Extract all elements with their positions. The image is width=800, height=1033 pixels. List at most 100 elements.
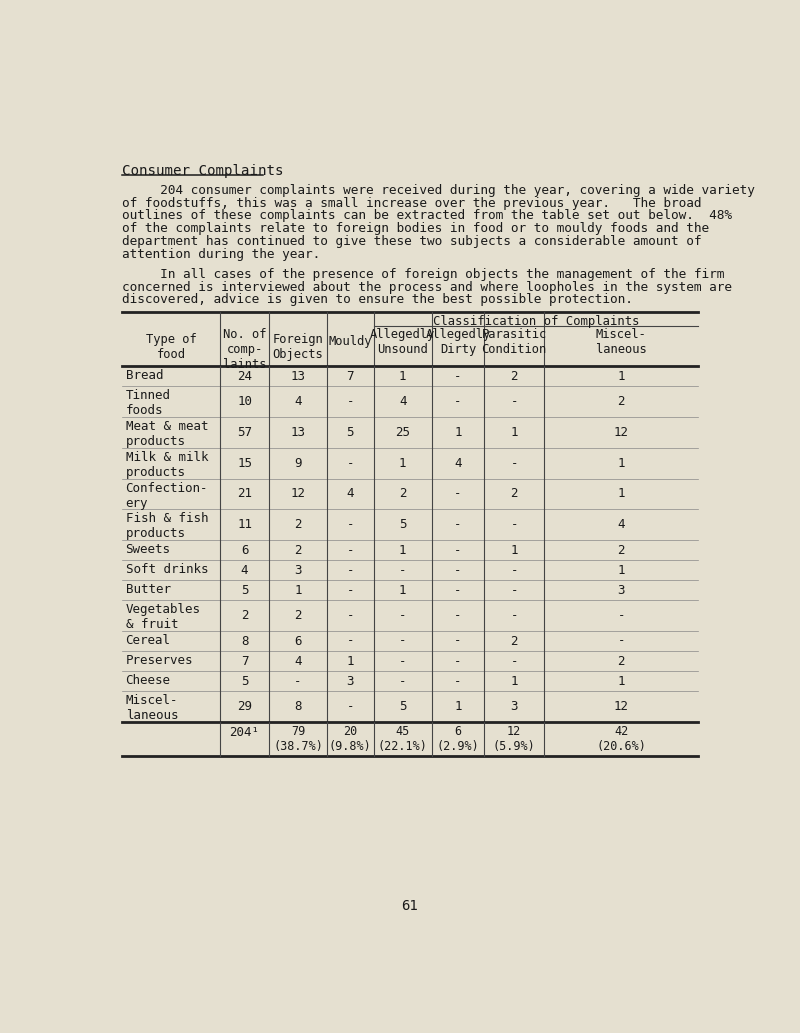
Text: 2: 2: [294, 519, 302, 531]
Text: -: -: [454, 370, 462, 382]
Text: 204 consumer complaints were received during the year, covering a wide variety: 204 consumer complaints were received du…: [122, 184, 754, 197]
Text: 15: 15: [237, 457, 252, 470]
Text: 6: 6: [294, 634, 302, 648]
Text: -: -: [346, 584, 354, 597]
Text: outlines of these complaints can be extracted from the table set out below.  48%: outlines of these complaints can be extr…: [122, 210, 732, 222]
Text: 2: 2: [510, 488, 518, 500]
Text: Allegedly
Unsound: Allegedly Unsound: [370, 328, 435, 356]
Text: -: -: [346, 564, 354, 576]
Text: 2: 2: [294, 609, 302, 622]
Text: Allegedly
Dirty: Allegedly Dirty: [426, 328, 490, 356]
Text: -: -: [346, 700, 354, 713]
Text: 1: 1: [510, 675, 518, 688]
Text: -: -: [510, 519, 518, 531]
Text: Type of
food: Type of food: [146, 333, 196, 361]
Text: -: -: [454, 584, 462, 597]
Text: -: -: [399, 609, 406, 622]
Text: Soft drinks: Soft drinks: [126, 563, 208, 576]
Text: 13: 13: [290, 426, 306, 439]
Text: 29: 29: [237, 700, 252, 713]
Text: 11: 11: [237, 519, 252, 531]
Text: 25: 25: [395, 426, 410, 439]
Text: 3: 3: [346, 675, 354, 688]
Text: 1: 1: [399, 543, 406, 557]
Text: 12: 12: [614, 700, 629, 713]
Text: 13: 13: [290, 370, 306, 382]
Text: attention during the year.: attention during the year.: [122, 248, 320, 260]
Text: 7: 7: [346, 370, 354, 382]
Text: 1: 1: [510, 543, 518, 557]
Text: 1: 1: [399, 457, 406, 470]
Text: 5: 5: [241, 675, 248, 688]
Text: 5: 5: [346, 426, 354, 439]
Text: -: -: [294, 675, 302, 688]
Text: 12: 12: [290, 488, 306, 500]
Text: 20
(9.8%): 20 (9.8%): [329, 725, 372, 753]
Text: -: -: [454, 519, 462, 531]
Text: 12
(5.9%): 12 (5.9%): [493, 725, 536, 753]
Text: Miscel-
laneous: Miscel- laneous: [596, 328, 646, 356]
Text: No. of
comp-
laints: No. of comp- laints: [222, 328, 266, 372]
Text: 9: 9: [294, 457, 302, 470]
Text: -: -: [399, 675, 406, 688]
Text: 1: 1: [510, 426, 518, 439]
Text: 5: 5: [399, 519, 406, 531]
Text: 4: 4: [241, 564, 248, 576]
Text: Vegetables
& fruit: Vegetables & fruit: [126, 603, 201, 631]
Text: 1: 1: [454, 700, 462, 713]
Text: 12: 12: [614, 426, 629, 439]
Text: 1: 1: [454, 426, 462, 439]
Text: -: -: [510, 395, 518, 408]
Text: 5: 5: [241, 584, 248, 597]
Text: 24: 24: [237, 370, 252, 382]
Text: -: -: [346, 543, 354, 557]
Text: -: -: [399, 564, 406, 576]
Text: Classification of Complaints: Classification of Complaints: [433, 314, 639, 327]
Text: 2: 2: [241, 609, 248, 622]
Text: 21: 21: [237, 488, 252, 500]
Text: concerned is interviewed about the process and where loopholes in the system are: concerned is interviewed about the proce…: [122, 281, 732, 293]
Text: 2: 2: [510, 370, 518, 382]
Text: 79
(38.7%): 79 (38.7%): [273, 725, 323, 753]
Text: 1: 1: [618, 488, 625, 500]
Text: -: -: [454, 395, 462, 408]
Text: 3: 3: [618, 584, 625, 597]
Text: 1: 1: [618, 675, 625, 688]
Text: Foreign
Objects: Foreign Objects: [273, 333, 323, 361]
Text: -: -: [454, 675, 462, 688]
Text: 8: 8: [241, 634, 248, 648]
Text: Mouldy: Mouldy: [329, 335, 372, 347]
Text: 10: 10: [237, 395, 252, 408]
Text: 5: 5: [399, 700, 406, 713]
Text: 2: 2: [618, 543, 625, 557]
Text: -: -: [346, 519, 354, 531]
Text: Preserves: Preserves: [126, 654, 193, 667]
Text: 3: 3: [510, 700, 518, 713]
Text: -: -: [510, 609, 518, 622]
Text: 4: 4: [454, 457, 462, 470]
Text: Milk & milk
products: Milk & milk products: [126, 450, 208, 479]
Text: 61: 61: [402, 899, 418, 912]
Text: Butter: Butter: [126, 584, 170, 596]
Text: -: -: [454, 488, 462, 500]
Text: 4: 4: [399, 395, 406, 408]
Text: 204¹: 204¹: [230, 726, 259, 740]
Text: Sweets: Sweets: [126, 543, 170, 556]
Text: Tinned
foods: Tinned foods: [126, 389, 170, 417]
Text: 57: 57: [237, 426, 252, 439]
Text: 6: 6: [241, 543, 248, 557]
Text: -: -: [399, 655, 406, 667]
Text: 2: 2: [618, 395, 625, 408]
Text: Miscel-
laneous: Miscel- laneous: [126, 694, 178, 722]
Text: 6
(2.9%): 6 (2.9%): [437, 725, 479, 753]
Text: 4: 4: [294, 655, 302, 667]
Text: department has continued to give these two subjects a considerable amount of: department has continued to give these t…: [122, 234, 701, 248]
Text: 2: 2: [399, 488, 406, 500]
Text: -: -: [454, 543, 462, 557]
Text: Parasitic
Condition: Parasitic Condition: [482, 328, 547, 356]
Text: -: -: [346, 609, 354, 622]
Text: -: -: [510, 584, 518, 597]
Text: 1: 1: [399, 584, 406, 597]
Text: -: -: [399, 634, 406, 648]
Text: -: -: [454, 609, 462, 622]
